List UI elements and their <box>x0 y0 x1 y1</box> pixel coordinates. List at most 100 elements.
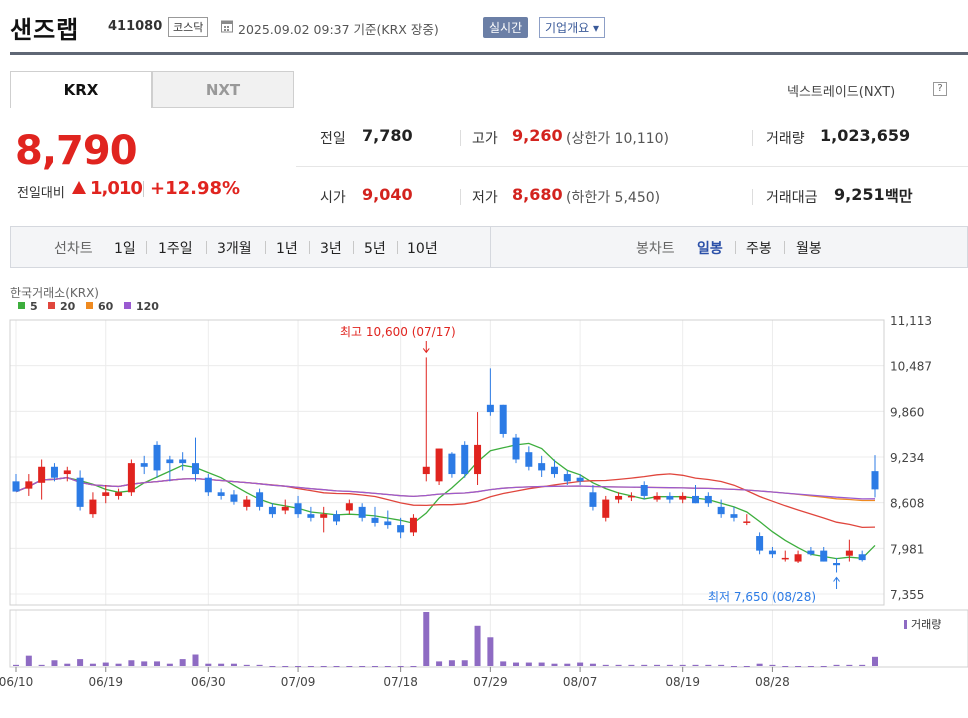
candle-body <box>320 514 328 518</box>
amount-unit: 백만 <box>885 187 913 205</box>
period-3y[interactable]: 3년 <box>320 241 342 257</box>
period-separator <box>309 241 310 254</box>
x-tick-label: 07/09 <box>281 675 316 689</box>
line-chart-label: 선차트 <box>54 241 93 257</box>
volume-bar <box>833 664 840 666</box>
period-3m[interactable]: 3개월 <box>217 241 252 257</box>
period-1d[interactable]: 1일 <box>114 241 136 257</box>
candle-body <box>38 466 46 483</box>
candle-body <box>63 470 71 475</box>
volume-bar <box>666 664 673 666</box>
y-tick-label: 7,355 <box>890 588 924 602</box>
candle-body <box>89 499 97 515</box>
x-tick-label: 07/29 <box>473 675 508 689</box>
volume-bar <box>115 663 122 666</box>
period-10y[interactable]: 10년 <box>407 241 438 257</box>
candle-body <box>653 495 661 500</box>
candle-body <box>448 453 456 475</box>
volume-bar <box>846 664 853 666</box>
ma-legend: 5 20 60 120 <box>18 300 159 313</box>
price-chart[interactable]: 11,113 10,487 9,860 9,234 8,608 7,981 7,355 06… <box>0 280 968 718</box>
legend-label: 20 <box>60 300 76 313</box>
realtime-button[interactable]: 실시간 <box>483 17 529 38</box>
volume-bar <box>436 661 443 666</box>
volume-bar <box>243 664 250 666</box>
volume-bar <box>295 666 302 667</box>
volume-bar <box>128 660 135 666</box>
candle-body <box>140 463 148 467</box>
volume-bar <box>448 660 455 666</box>
candle-daily[interactable]: 일봉 <box>697 241 723 257</box>
volume-bar <box>730 666 737 667</box>
low-annotation: 최저 7,650 (08/28) <box>708 590 816 604</box>
candle-body <box>640 484 648 496</box>
x-tick-label: 08/07 <box>563 675 598 689</box>
high-value: 9,260 <box>512 126 563 145</box>
candle-body <box>204 477 212 493</box>
candle-body <box>307 514 315 518</box>
candle-body <box>358 506 366 518</box>
volume-bar <box>25 655 32 666</box>
calendar-icon <box>221 20 233 33</box>
period-separator <box>784 241 785 254</box>
period-1w[interactable]: 1주일 <box>158 241 193 257</box>
candle-body <box>589 492 597 507</box>
period-1y[interactable]: 1년 <box>276 241 298 257</box>
candle-body <box>602 499 610 518</box>
candle-body <box>243 499 251 507</box>
x-tick-label: 06/10 <box>0 675 33 689</box>
upper-limit: (상한가 10,110) <box>566 131 670 147</box>
candle-body <box>50 466 58 478</box>
company-overview-dropdown[interactable]: 기업개요 ▾ <box>539 17 605 38</box>
volume-value: 1,023,659 <box>820 126 911 145</box>
x-tick-label: 08/28 <box>755 675 790 689</box>
volume-bar <box>230 663 237 666</box>
nextrade-link[interactable]: 넥스트레이드(NXT) <box>787 85 896 100</box>
volume-bar <box>38 664 45 666</box>
volume-bar <box>782 666 789 667</box>
volume-bar <box>538 662 545 666</box>
candle-body <box>692 495 700 504</box>
candle-body <box>230 494 238 502</box>
candle-body <box>256 492 264 507</box>
candle-body <box>384 521 392 526</box>
ma-5-line <box>15 442 876 560</box>
candle-body <box>371 517 379 523</box>
volume-bar <box>51 660 58 666</box>
stock-code: 411080 <box>108 19 163 34</box>
volume-bar <box>179 659 186 666</box>
candle-body <box>743 521 751 523</box>
low-value: 8,680 <box>512 185 563 204</box>
volume-bar <box>384 666 391 667</box>
candle-body <box>333 514 341 522</box>
candle-monthly[interactable]: 월봉 <box>796 241 822 257</box>
period-separator <box>146 241 147 254</box>
stat-separator <box>752 189 753 205</box>
candle-body <box>794 554 802 562</box>
candle-weekly[interactable]: 주봉 <box>746 241 772 257</box>
candle-body <box>191 463 199 475</box>
prev-close-value: 7,780 <box>362 126 413 145</box>
help-icon[interactable]: ? <box>933 82 947 96</box>
volume-bar <box>333 666 340 667</box>
change-separator <box>143 181 144 197</box>
candle-body <box>25 481 33 489</box>
stat-separator <box>752 130 753 146</box>
volume-plot-frame <box>9 609 968 668</box>
stat-separator <box>460 130 461 146</box>
period-5y[interactable]: 5년 <box>364 241 386 257</box>
period-separator <box>397 241 398 254</box>
candle-body <box>717 506 725 515</box>
price-plot-frame <box>9 319 885 606</box>
tab-krx[interactable]: KRX <box>10 71 152 108</box>
candle-body <box>627 495 635 498</box>
candle-body <box>294 503 302 515</box>
header-divider <box>10 52 968 55</box>
x-tick-label: 06/19 <box>88 675 123 689</box>
volume-bar <box>89 663 96 666</box>
current-price: 8,790 <box>15 128 138 174</box>
candle-body <box>153 444 161 471</box>
tab-nxt[interactable]: NXT <box>152 71 294 108</box>
candle-body <box>666 495 674 500</box>
candle-body <box>615 495 623 500</box>
